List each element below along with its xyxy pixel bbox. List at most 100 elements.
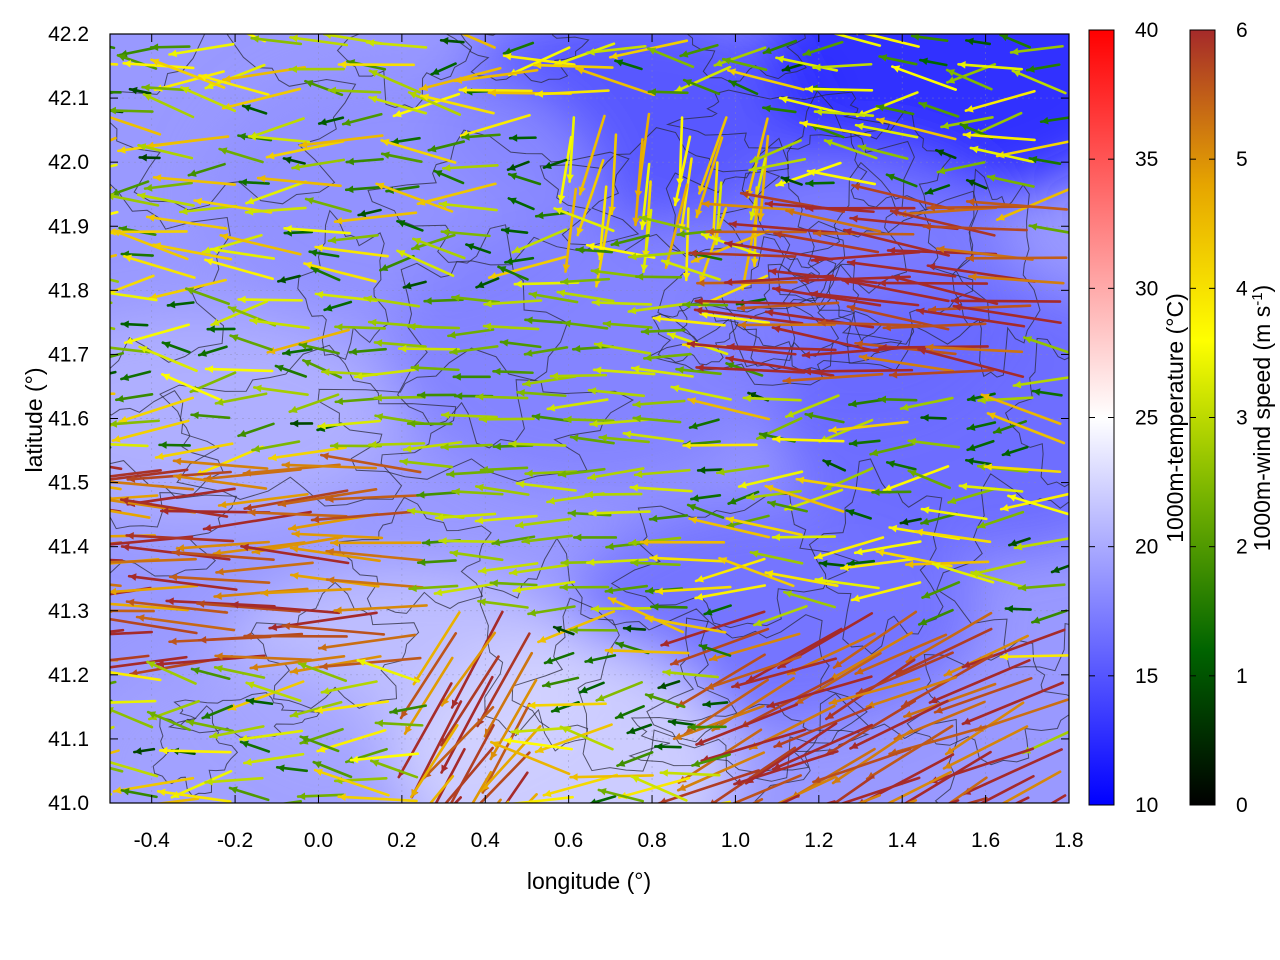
wind-vector	[715, 464, 770, 476]
wind-vector	[931, 562, 995, 584]
wind-vector	[249, 655, 346, 671]
wind-vector	[682, 441, 758, 450]
wind-vector	[397, 344, 460, 353]
wind-vector	[749, 550, 804, 565]
wind-vector	[215, 561, 314, 576]
wind-vector	[957, 61, 1024, 71]
wind-vector	[434, 747, 466, 803]
wind-vector	[133, 747, 156, 755]
terrain-contour	[610, 493, 859, 629]
wind-vector	[237, 422, 275, 438]
terrain-contour	[338, 496, 492, 614]
wind-vector	[317, 633, 417, 652]
wind-vector	[694, 557, 766, 583]
wind-vector	[701, 200, 795, 212]
wind-vector	[504, 256, 535, 266]
wind-vector	[559, 583, 610, 592]
wind-vector	[767, 500, 808, 513]
wind-vector	[374, 413, 426, 425]
wind-vector	[703, 604, 732, 616]
colorbar-tick-label: 15	[1135, 665, 1158, 688]
wind-vector	[1009, 44, 1064, 56]
wind-vector	[809, 290, 920, 307]
wind-vector	[237, 295, 303, 304]
wind-vector	[644, 693, 686, 709]
wind-vector	[439, 37, 465, 45]
wind-vector	[507, 172, 542, 186]
wind-vector	[452, 372, 491, 381]
wind-vector	[818, 559, 845, 568]
y-tick-label: 42.2	[48, 23, 89, 46]
wind-vector	[781, 62, 805, 72]
wind-vector	[950, 296, 1062, 305]
wind-vector	[275, 764, 308, 773]
wind-vector	[299, 735, 340, 753]
wind-vector	[471, 770, 493, 803]
wind-vector	[662, 668, 719, 679]
y-tick-label: 41.4	[48, 536, 89, 559]
wind-vector	[373, 394, 427, 402]
wind-vector	[110, 419, 160, 428]
wind-vector	[885, 460, 917, 471]
wind-vector	[945, 68, 993, 91]
wind-vector	[369, 759, 419, 779]
wind-vector	[277, 487, 378, 508]
wind-vector	[206, 325, 236, 333]
wind-vector	[390, 136, 421, 146]
wind-vector	[1001, 445, 1029, 457]
wind-vector	[578, 114, 606, 196]
wind-vector	[379, 254, 415, 272]
wind-vector	[201, 704, 234, 720]
wind-vector	[841, 277, 950, 303]
wind-vector	[986, 174, 1035, 188]
wind-vector	[238, 729, 304, 743]
wind-vector	[296, 792, 345, 801]
wind-vector	[733, 750, 839, 786]
wind-vector	[812, 747, 912, 784]
wind-vector	[650, 603, 688, 611]
wind-vector	[878, 54, 918, 66]
wind-vector	[968, 273, 1065, 285]
wind-vector	[854, 633, 948, 675]
wind-vector	[475, 392, 529, 401]
wind-vector	[853, 540, 922, 556]
wind-vector	[110, 658, 119, 662]
y-tick-label: 41.2	[48, 664, 89, 687]
wind-vector	[731, 774, 803, 803]
wind-vector	[327, 86, 382, 95]
wind-vector	[999, 492, 1069, 512]
wind-vector	[110, 494, 159, 501]
wind-vector	[925, 343, 1024, 354]
wind-vector	[804, 411, 845, 424]
wind-vector	[962, 131, 1036, 142]
temperature-colorbar: 10 15 20 25 30 35 40 1000m-temperature (°C)	[1088, 19, 1188, 817]
wind-vector	[920, 506, 988, 521]
wind-vector	[110, 253, 118, 259]
wind-vector	[686, 503, 725, 519]
temperature-blob	[389, 218, 790, 491]
y-tick-label: 41.7	[48, 343, 89, 366]
wind-vector	[110, 443, 149, 448]
wind-vector	[976, 510, 1025, 529]
wind-vector	[782, 372, 884, 385]
wind-vector	[928, 659, 1031, 704]
wind-vector	[438, 537, 499, 545]
wind-vector	[764, 484, 845, 513]
wind-vector	[482, 322, 540, 331]
wind-vector	[214, 652, 313, 662]
wind-vector	[247, 508, 348, 518]
wind-vector	[141, 83, 191, 92]
wind-vector	[802, 40, 844, 57]
wind-vector	[499, 339, 542, 349]
x-axis-ticks: -0.4 -0.2 0.0 0.2 0.4 0.6 0.8 1.0 1.2 1.4 1.6 1.8	[134, 34, 1084, 852]
wind-vector	[882, 322, 987, 332]
wind-vector	[942, 725, 1029, 770]
wind-vector	[460, 34, 496, 49]
wind-vector	[659, 769, 721, 777]
wind-vector	[416, 490, 457, 499]
wind-vector	[783, 590, 836, 609]
colorbar-tick-label: 1	[1236, 665, 1248, 688]
wind-vector	[698, 644, 732, 657]
wind-vector	[168, 573, 271, 585]
